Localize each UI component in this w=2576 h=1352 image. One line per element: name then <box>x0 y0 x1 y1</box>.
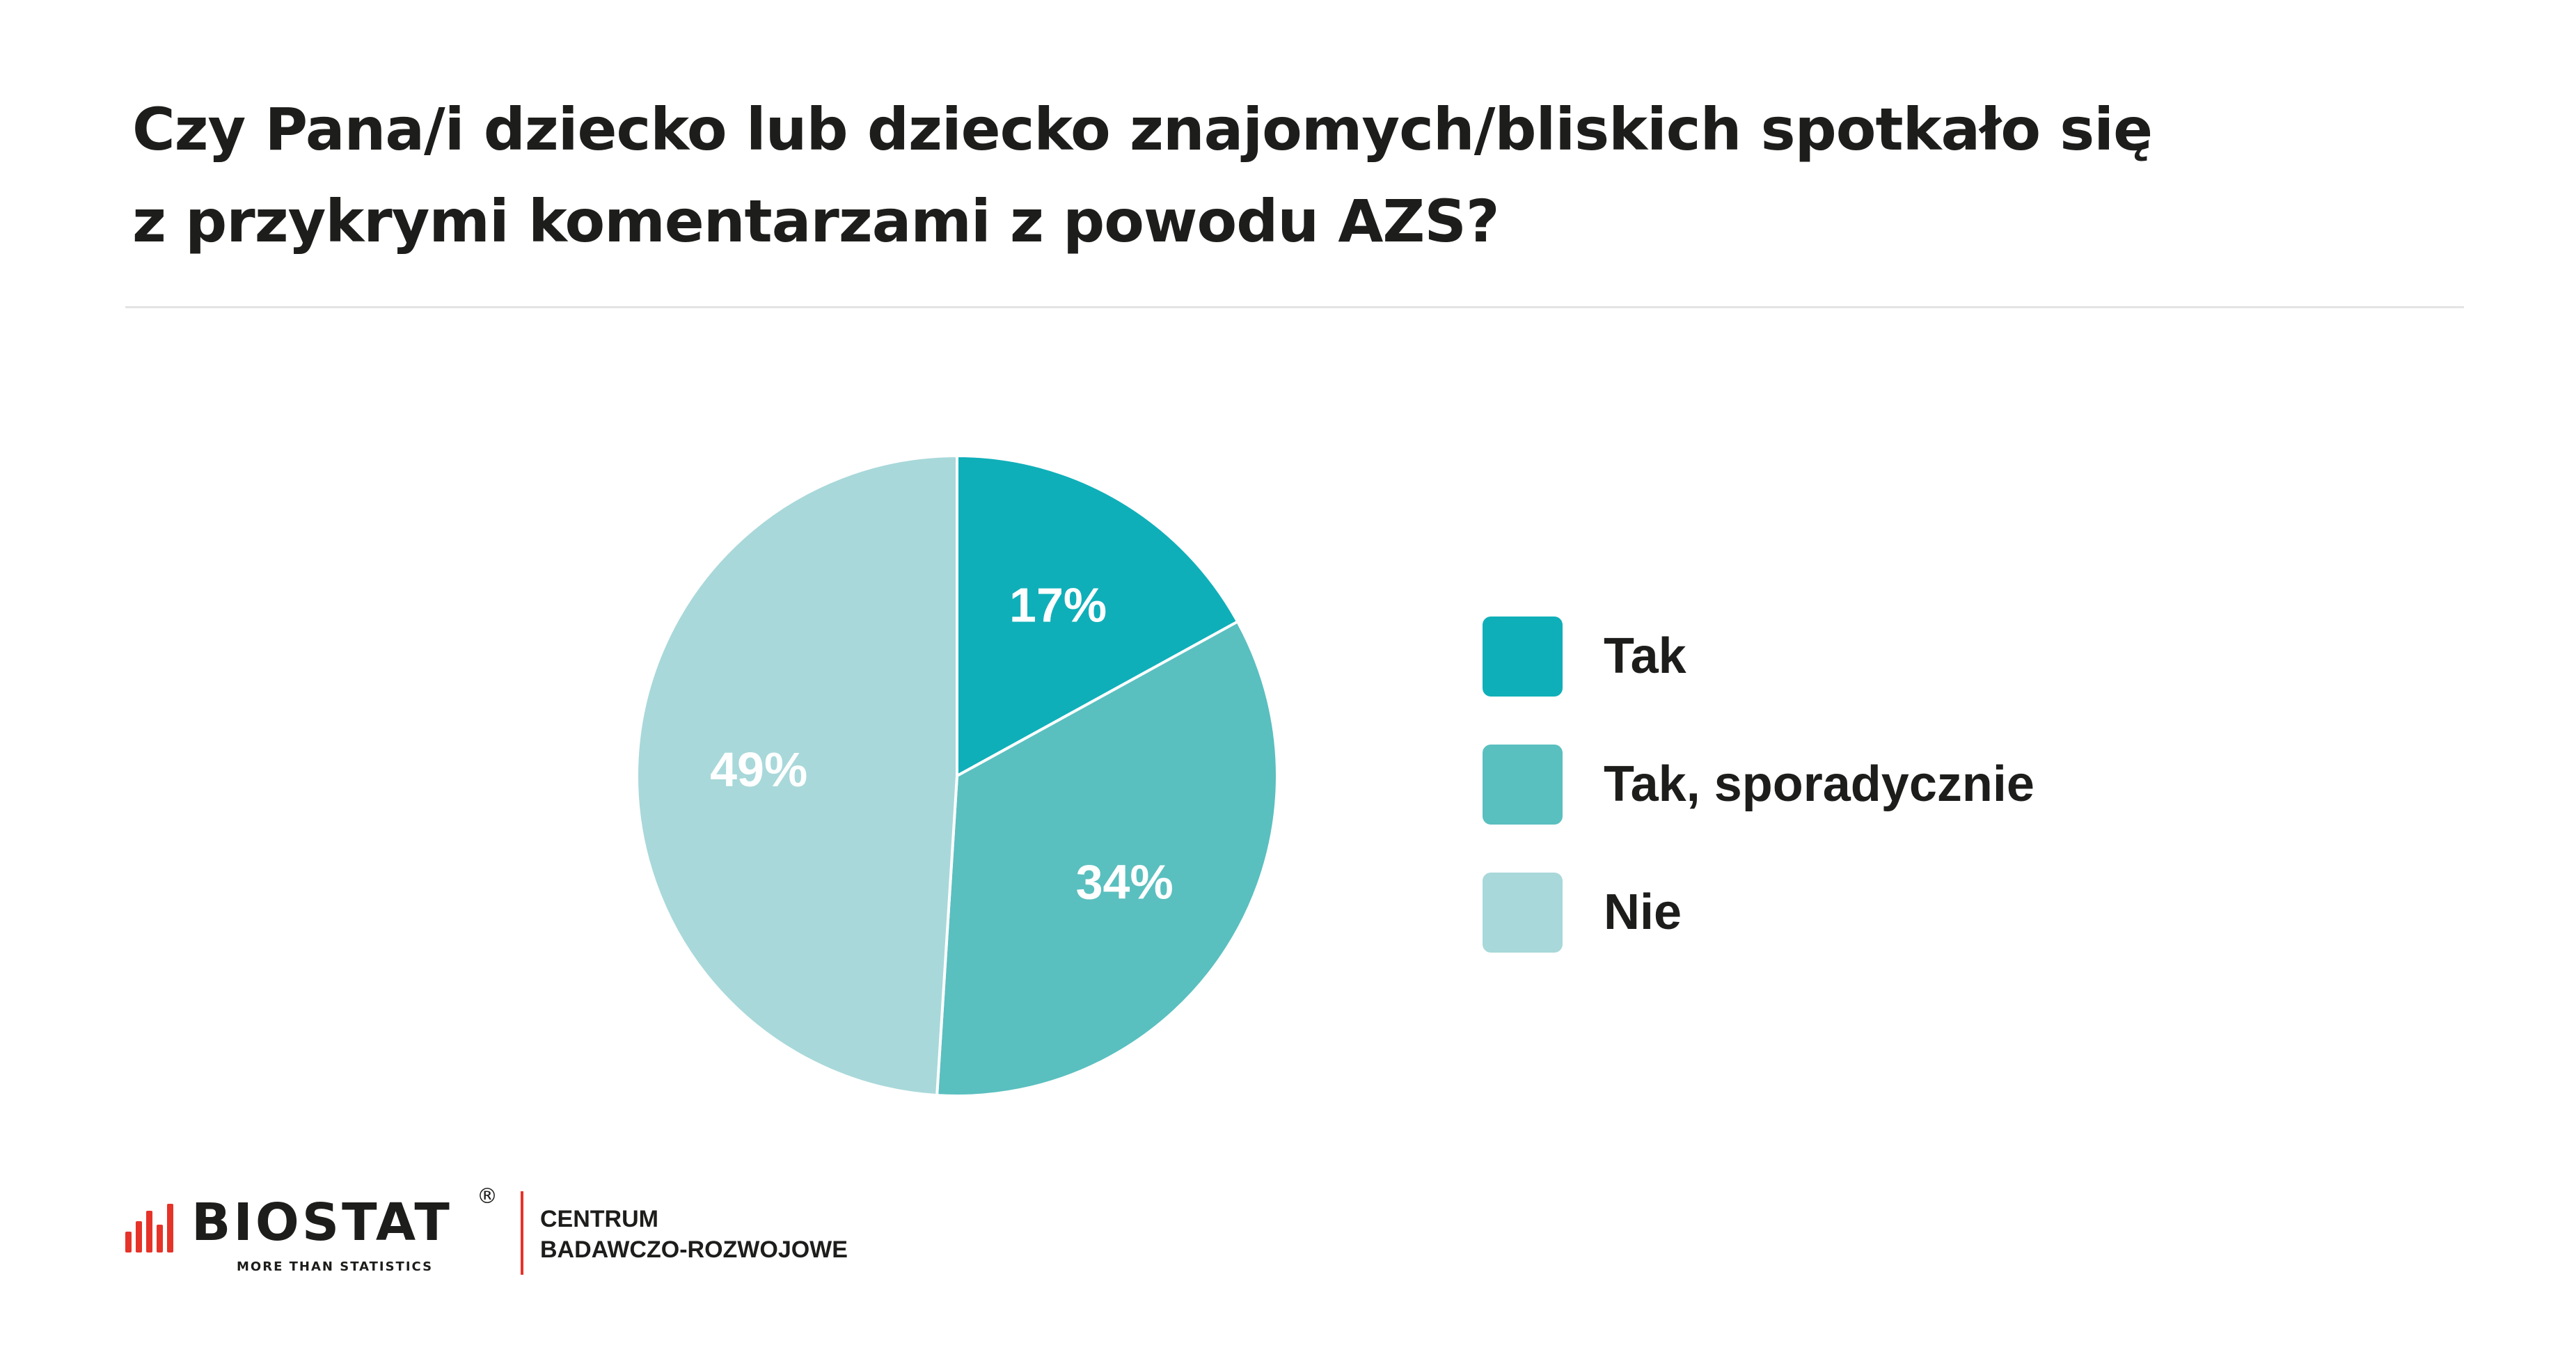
registered-mark: ® <box>477 1184 498 1209</box>
chart-title-line-2: z przykrymi komentarzami z powodu AZS? <box>132 187 1500 255</box>
logo-brand: BIOSTAT <box>191 1193 452 1252</box>
chart-title: Czy Pana/i dziecko lub dziecko znajomych… <box>132 83 2429 267</box>
pie-slice-nie <box>635 454 958 1097</box>
legend-label-nie: Nie <box>1604 884 1682 940</box>
legend-swatch-tak-sporadycznie <box>1483 745 1563 825</box>
pie-slice-tak <box>956 454 1240 777</box>
logo-unit-line-2: BADAWCZO-ROZWOJOWE <box>540 1236 848 1263</box>
legend-swatch-nie <box>1483 873 1563 953</box>
logo-bars-icon <box>125 1204 174 1252</box>
logo-unit-line-1: CENTRUM <box>540 1206 658 1232</box>
pie-label-tak: 17% <box>1009 578 1107 633</box>
legend-swatch-tak <box>1483 617 1563 697</box>
pie-label-nie: 49% <box>710 742 807 797</box>
biostat-logo: BIOSTAT ® MORE THAN STATISTICS CENTRUM B… <box>125 1184 961 1275</box>
pie-label-tak-sporadycznie: 34% <box>1076 855 1174 909</box>
chart-title-line-1: Czy Pana/i dziecko lub dziecko znajomych… <box>132 95 2153 164</box>
legend-label-tak: Tak <box>1604 628 1686 684</box>
logo-tagline: MORE THAN STATISTICS <box>237 1259 434 1274</box>
pie-slice-tak-sporadycznie <box>935 620 1279 1097</box>
logo-separator <box>521 1191 523 1275</box>
legend-label-tak-sporadycznie: Tak, sporadycznie <box>1604 756 2034 812</box>
logo-unit-name: CENTRUM BADAWCZO-ROZWOJOWE <box>540 1204 848 1265</box>
title-divider <box>125 306 2464 308</box>
